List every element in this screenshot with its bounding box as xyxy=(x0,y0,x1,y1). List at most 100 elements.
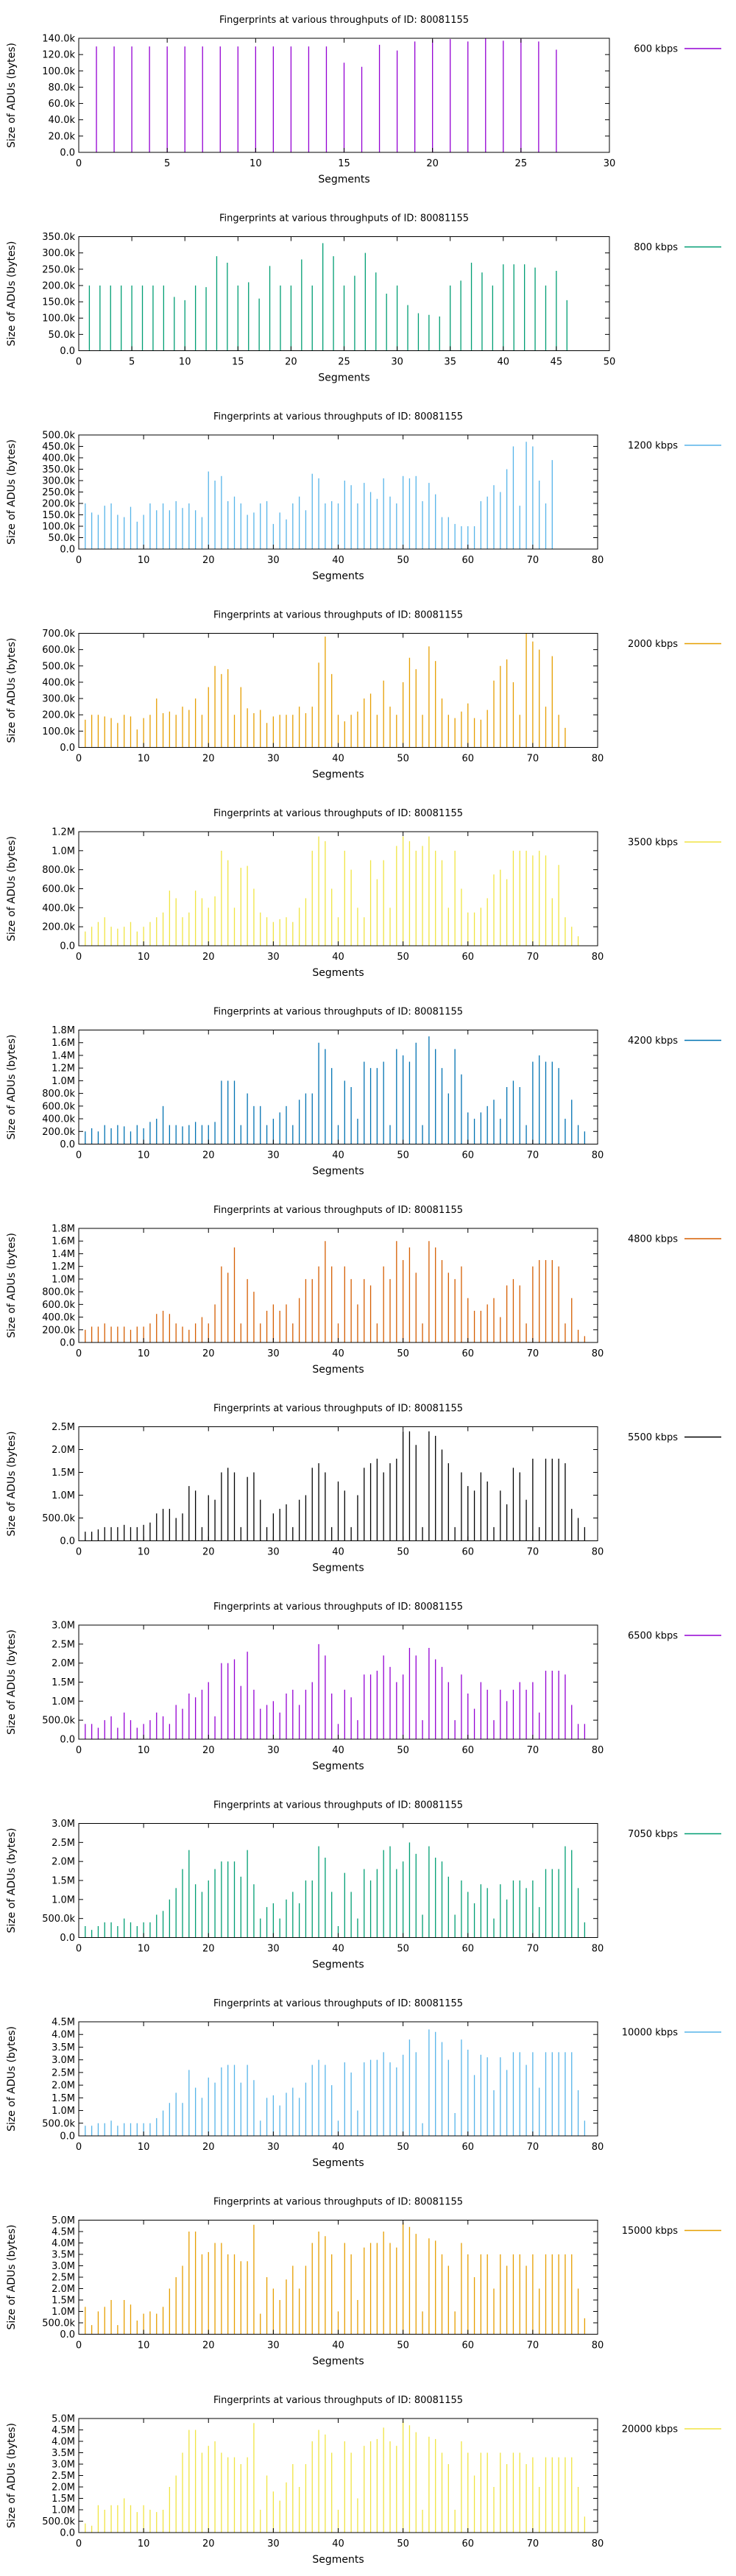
y-tick-label: 4.5M xyxy=(52,2425,75,2436)
bar-series xyxy=(85,1643,586,1739)
y-tick-label: 500.0k xyxy=(42,1716,75,1727)
x-tick-label: 50 xyxy=(397,1150,409,1161)
y-tick-label: 200.0k xyxy=(42,280,75,291)
chart-title: Fingerprints at various throughputs of I… xyxy=(213,2395,463,2406)
y-tick-label: 4.0M xyxy=(52,2238,75,2249)
y-tick-label: 1.0M xyxy=(52,2505,75,2516)
bar-series xyxy=(85,633,566,748)
x-tick-label: 70 xyxy=(527,1944,539,1955)
y-tick-label: 1.5M xyxy=(52,2093,75,2104)
x-tick-label: 40 xyxy=(332,555,344,566)
y-tick-label: 800.0k xyxy=(42,865,75,876)
x-tick-label: 50 xyxy=(397,1944,409,1955)
x-axis-label: Segments xyxy=(318,372,369,384)
y-tick-label: 2.5M xyxy=(52,1422,75,1433)
x-tick-label: 40 xyxy=(332,2538,344,2550)
x-tick-label: 0 xyxy=(76,158,82,169)
y-tick-label: 1.6M xyxy=(52,1038,75,1049)
y-tick-label: 4.5M xyxy=(52,2017,75,2028)
bar-series xyxy=(85,2421,586,2533)
y-tick-label: 1.0M xyxy=(52,1490,75,1501)
x-tick-label: 30 xyxy=(267,2142,280,2153)
x-tick-label: 30 xyxy=(604,158,616,169)
y-tick-label: 1.0M xyxy=(52,1076,75,1087)
x-tick-label: 60 xyxy=(461,1944,474,1955)
bar-series xyxy=(85,836,579,946)
y-tick-label: 2.0M xyxy=(52,1857,75,1868)
y-tick-label: 2.0M xyxy=(52,2284,75,2295)
x-tick-label: 20 xyxy=(202,1944,215,1955)
y-tick-label: 1.5M xyxy=(52,2494,75,2505)
y-tick-label: 0.0 xyxy=(60,2329,75,2340)
y-tick-label: 3.0M xyxy=(52,2261,75,2272)
y-tick-label: 1.4M xyxy=(52,1050,75,1061)
x-tick-label: 80 xyxy=(592,952,604,963)
y-tick-label: 0.0 xyxy=(60,2528,75,2539)
x-tick-label: 30 xyxy=(267,2340,280,2352)
y-tick-label: 400.0k xyxy=(42,903,75,914)
y-tick-label: 50.0k xyxy=(49,533,76,544)
bar-series xyxy=(85,442,553,549)
x-tick-label: 70 xyxy=(527,2142,539,2153)
y-tick-label: 0.0 xyxy=(60,148,75,159)
x-tick-label: 60 xyxy=(461,1348,474,1359)
y-tick-label: 1.2M xyxy=(52,827,75,838)
x-tick-label: 50 xyxy=(397,555,409,566)
y-tick-label: 0.0 xyxy=(60,545,75,556)
y-axis-label: Size of ADUs (bytes) xyxy=(6,2423,18,2528)
y-tick-label: 1.5M xyxy=(52,2296,75,2307)
y-tick-label: 800.0k xyxy=(42,1287,75,1298)
legend: 3500 kbps xyxy=(628,838,721,849)
legend-label: 10000 kbps xyxy=(622,2028,679,2039)
legend: 2000 kbps xyxy=(628,639,721,650)
bar-series xyxy=(85,1842,586,1938)
legend: 600 kbps xyxy=(634,44,721,55)
x-tick-label: 70 xyxy=(527,952,539,963)
y-tick-label: 1.0M xyxy=(52,2307,75,2318)
y-tick-label: 5.0M xyxy=(52,2215,75,2226)
y-tick-label: 200.0k xyxy=(42,1127,75,1138)
x-tick-label: 70 xyxy=(527,555,539,566)
y-tick-label: 1.4M xyxy=(52,1249,75,1260)
y-tick-label: 3.0M xyxy=(52,2055,75,2066)
x-tick-label: 40 xyxy=(332,2340,344,2352)
x-axis-label: Segments xyxy=(312,2157,364,2169)
x-tick-label: 20 xyxy=(202,952,215,963)
y-tick-label: 2.5M xyxy=(52,2273,75,2284)
y-tick-label: 600.0k xyxy=(42,884,75,895)
y-tick-label: 40.0k xyxy=(49,115,76,126)
x-tick-label: 50 xyxy=(397,2142,409,2153)
x-tick-label: 20 xyxy=(202,2538,215,2550)
x-tick-label: 5 xyxy=(129,357,135,368)
x-tick-label: 0 xyxy=(76,1745,82,1756)
legend-label: 4800 kbps xyxy=(628,1234,678,1245)
y-tick-label: 200.0k xyxy=(42,499,75,510)
y-tick-label: 600.0k xyxy=(42,645,75,656)
y-tick-label: 250.0k xyxy=(42,487,75,498)
x-tick-label: 0 xyxy=(76,555,82,566)
x-axis-label: Segments xyxy=(312,1761,364,1772)
x-tick-label: 20 xyxy=(202,1150,215,1161)
x-tick-label: 40 xyxy=(332,952,344,963)
y-tick-label: 0.0 xyxy=(60,1933,75,1944)
legend-label: 7050 kbps xyxy=(628,1829,678,1840)
legend-label: 4200 kbps xyxy=(628,1036,678,1047)
y-axis-label: Size of ADUs (bytes) xyxy=(6,439,18,545)
y-tick-label: 2.5M xyxy=(52,1838,75,1849)
x-tick-label: 50 xyxy=(397,1745,409,1756)
y-tick-label: 0.0 xyxy=(60,2131,75,2142)
y-tick-label: 120.0k xyxy=(42,50,75,61)
x-tick-label: 0 xyxy=(76,2340,82,2352)
y-axis-label: Size of ADUs (bytes) xyxy=(6,1233,18,1338)
y-tick-label: 1.0M xyxy=(52,2106,75,2117)
x-tick-label: 30 xyxy=(267,952,280,963)
x-tick-label: 0 xyxy=(76,1944,82,1955)
y-tick-label: 80.0k xyxy=(49,82,76,93)
x-tick-label: 70 xyxy=(527,2538,539,2550)
chart-panel-11: Fingerprints at various throughputs of I… xyxy=(6,1998,721,2169)
x-tick-label: 40 xyxy=(332,1944,344,1955)
y-tick-label: 350.0k xyxy=(42,232,75,243)
x-tick-label: 10 xyxy=(250,158,262,169)
y-tick-label: 150.0k xyxy=(42,297,75,308)
